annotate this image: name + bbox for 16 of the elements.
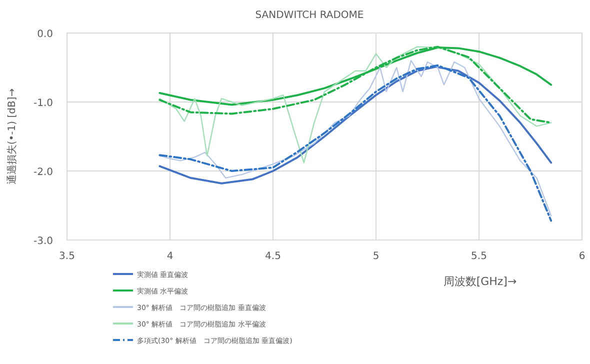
x-tick-label: 3.5 [59, 251, 75, 262]
y-axis-title: 通過損失(•-1) [dB]→ [6, 88, 18, 185]
line-series [159, 46, 552, 164]
y-tick-label: -3.0 [33, 236, 53, 247]
line-series [158, 66, 552, 184]
x-tick-label: 5.5 [471, 251, 487, 262]
x-axis-title: 周波数[GHz]→ [443, 275, 517, 288]
y-tick-label: 0.0 [37, 29, 53, 40]
line-series [158, 46, 552, 124]
y-tick-label: -1.0 [33, 98, 53, 109]
chart-title: SANDWITCH RADOME [255, 10, 364, 21]
y-tick-label: -2.0 [33, 167, 53, 178]
x-tick-label: 6 [578, 251, 586, 262]
x-tick-label: 4.5 [265, 251, 281, 262]
x-tick-label: 5 [372, 251, 380, 262]
x-tick-label: 4 [166, 251, 174, 262]
